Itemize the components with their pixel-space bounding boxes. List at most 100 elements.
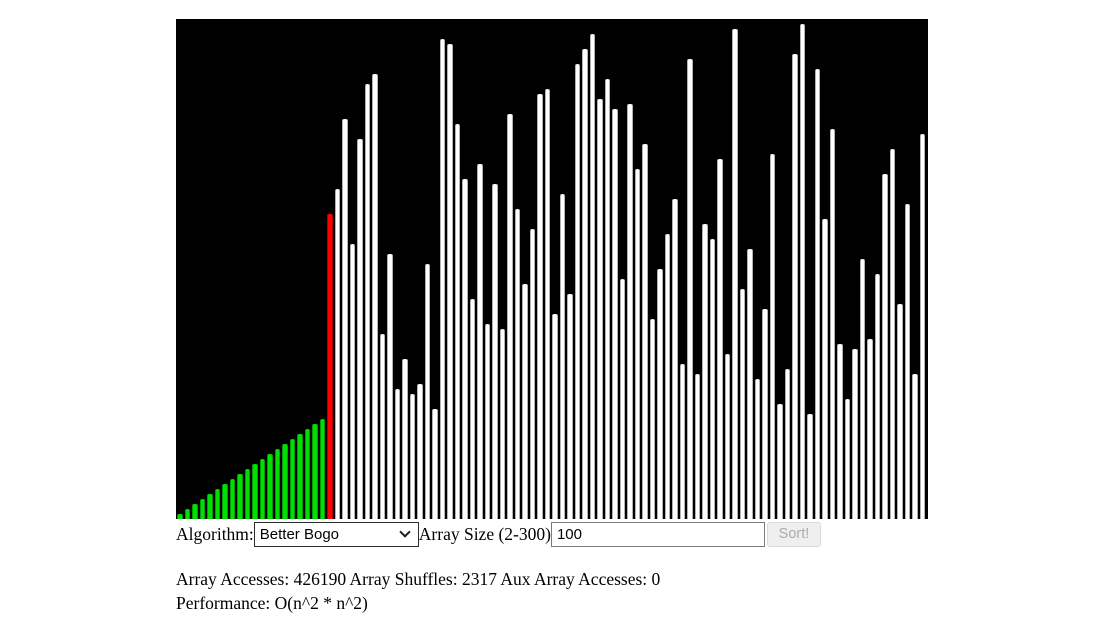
array-bar-sorted: [304, 429, 310, 519]
array-bar-sorted: [282, 444, 288, 519]
array-bar-unsorted: [649, 319, 655, 519]
array-bar-sorted: [297, 434, 303, 519]
array-bar-unsorted: [709, 239, 715, 519]
array-bar-unsorted: [912, 374, 918, 519]
array-bar-unsorted: [334, 189, 340, 519]
array-bar-unsorted: [492, 184, 498, 519]
array-bar-unsorted: [762, 309, 768, 519]
array-bar-sorted: [312, 424, 318, 519]
array-bar-unsorted: [349, 244, 355, 519]
array-bar-unsorted: [837, 344, 843, 519]
sort-visualizer-app: Algorithm: Better Bogo Array Size (2-300…: [176, 19, 936, 615]
array-bar-unsorted: [852, 349, 858, 519]
array-bar-unsorted: [559, 194, 565, 519]
array-bar-unsorted: [552, 314, 558, 519]
bars-canvas: [176, 19, 928, 519]
array-bar-unsorted: [769, 154, 775, 519]
array-size-input[interactable]: [550, 521, 765, 547]
array-bar-unsorted: [544, 89, 550, 519]
array-shuffles-label: Array Shuffles:: [349, 569, 458, 589]
array-bar-unsorted: [417, 384, 423, 519]
array-bar-unsorted: [882, 174, 888, 519]
array-bar-unsorted: [432, 409, 438, 519]
array-bar-unsorted: [612, 109, 618, 519]
array-bar-unsorted: [747, 249, 753, 519]
array-accesses-value: 426190: [293, 569, 347, 589]
array-bar-unsorted: [507, 114, 513, 519]
array-bar-sorted: [214, 489, 220, 519]
array-bar-unsorted: [574, 64, 580, 519]
array-bar-unsorted: [364, 84, 370, 519]
array-bar-unsorted: [529, 229, 535, 519]
array-bar-unsorted: [904, 204, 910, 519]
array-bar-sorted: [177, 514, 183, 519]
array-bar-unsorted: [597, 99, 603, 519]
array-bar-unsorted: [687, 59, 693, 519]
array-bar-unsorted: [627, 104, 633, 519]
array-bar-unsorted: [792, 54, 798, 519]
array-bar-sorted: [289, 439, 295, 519]
array-accesses-label: Array Accesses:: [176, 569, 290, 589]
array-bar-unsorted: [702, 224, 708, 519]
array-bar-unsorted: [859, 259, 865, 519]
algorithm-label: Algorithm:: [176, 523, 254, 544]
array-bar-unsorted: [402, 359, 408, 519]
array-bar-unsorted: [462, 179, 468, 519]
array-bar-unsorted: [342, 119, 348, 519]
array-bar-unsorted: [484, 324, 490, 519]
array-bar-unsorted: [867, 339, 873, 519]
controls-row: Algorithm: Better Bogo Array Size (2-300…: [176, 521, 936, 547]
array-bar-unsorted: [522, 284, 528, 519]
array-bar-unsorted: [372, 74, 378, 519]
array-bar-unsorted: [799, 24, 805, 519]
array-bar-sorted: [222, 484, 228, 519]
array-bar-sorted: [319, 419, 325, 519]
array-bar-sorted: [207, 494, 213, 519]
array-bar-unsorted: [537, 94, 543, 519]
array-bar-unsorted: [694, 374, 700, 519]
array-bar-unsorted: [454, 124, 460, 519]
array-bar-unsorted: [604, 79, 610, 519]
array-bar-sorted: [229, 479, 235, 519]
algorithm-select[interactable]: Better Bogo: [253, 521, 419, 547]
array-bar-unsorted: [829, 129, 835, 519]
array-bar-unsorted: [582, 49, 588, 519]
array-bar-unsorted: [889, 149, 895, 519]
array-bar-unsorted: [477, 164, 483, 519]
array-bar-sorted: [259, 459, 265, 519]
array-bar-unsorted: [784, 369, 790, 519]
array-bar-unsorted: [589, 34, 595, 519]
array-bar-unsorted: [664, 234, 670, 519]
performance-label: Performance:: [176, 592, 271, 613]
array-bar-sorted: [274, 449, 280, 519]
array-bar-unsorted: [814, 69, 820, 519]
array-bar-sorted: [252, 464, 258, 519]
array-bar-unsorted: [754, 379, 760, 519]
array-bar-unsorted: [439, 39, 445, 519]
aux-array-accesses-label: Aux Array Accesses:: [500, 569, 648, 589]
algorithm-select-wrap: Better Bogo: [253, 521, 419, 547]
array-bar-unsorted: [409, 394, 415, 519]
array-bar-unsorted: [672, 199, 678, 519]
array-bar-unsorted: [822, 219, 828, 519]
array-bar-sorted: [199, 499, 205, 519]
array-bar-unsorted: [739, 289, 745, 519]
array-bar-unsorted: [679, 364, 685, 519]
array-bar-unsorted: [567, 294, 573, 519]
array-bar-unsorted: [732, 29, 738, 519]
status-line-accesses: Array Accesses: 426190 Array Shuffles: 2…: [176, 568, 936, 592]
array-bar-unsorted: [777, 404, 783, 519]
array-bar-sorted: [192, 504, 198, 519]
array-bar-unsorted: [844, 399, 850, 519]
sort-button[interactable]: Sort!: [766, 521, 821, 547]
array-bar-unsorted: [514, 209, 520, 519]
array-bar-unsorted: [642, 144, 648, 519]
array-bar-sorted: [267, 454, 273, 519]
array-bar-unsorted: [499, 329, 505, 519]
array-bar-unsorted: [394, 389, 400, 519]
array-bar-unsorted: [357, 139, 363, 519]
array-bar-unsorted: [717, 159, 723, 519]
array-bar-unsorted: [469, 299, 475, 519]
performance-value: O(n^2 * n^2): [274, 592, 368, 613]
array-bar-unsorted: [874, 274, 880, 519]
